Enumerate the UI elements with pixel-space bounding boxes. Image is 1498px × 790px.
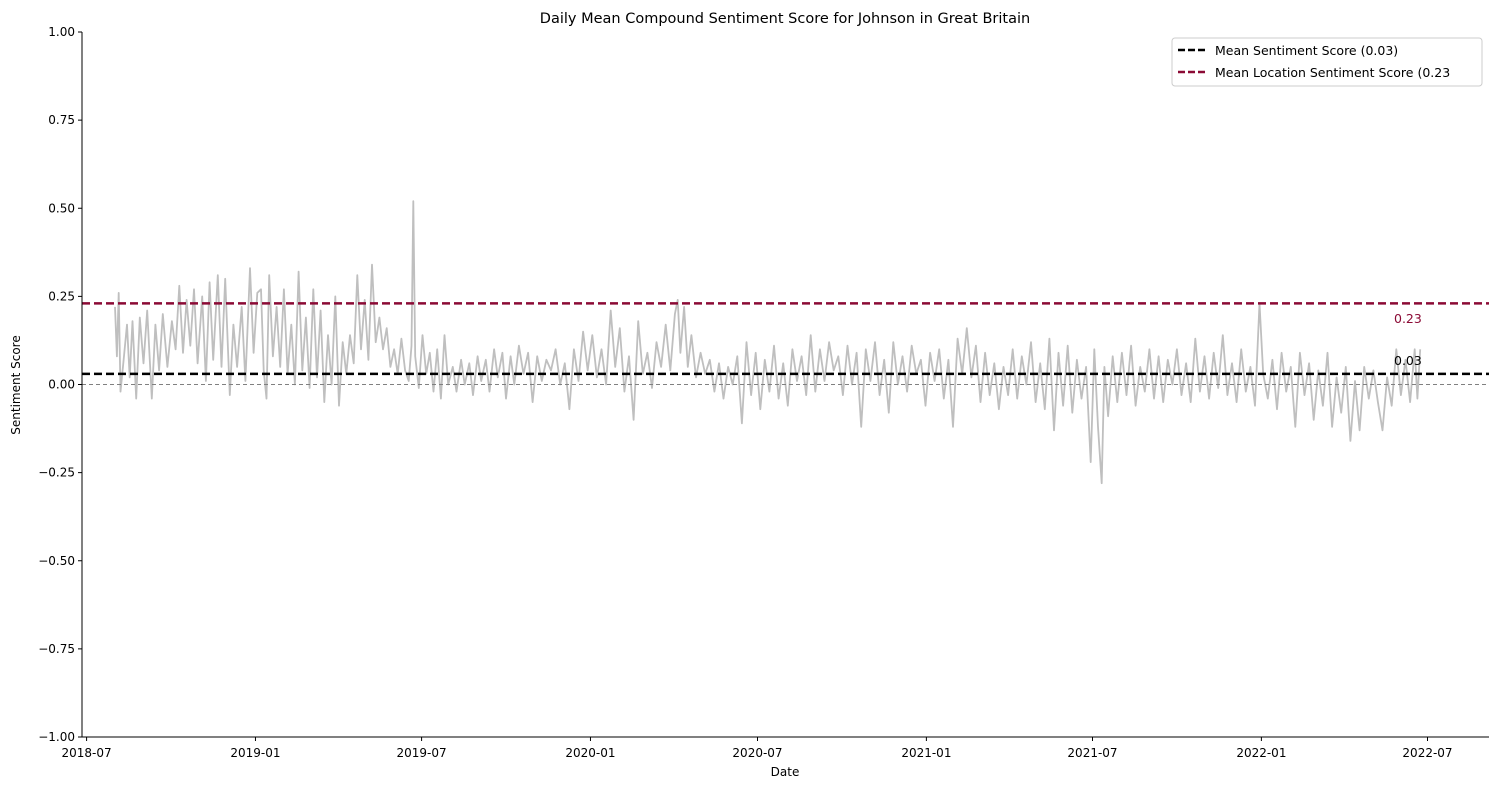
x-tick-label: 2019-07 (397, 746, 447, 760)
y-tick-label: 1.00 (48, 25, 75, 39)
legend-box (1171, 37, 1483, 87)
y-tick-label: −0.50 (38, 554, 75, 568)
x-tick-label: 2022-01 (1236, 746, 1286, 760)
y-tick-label: −0.75 (38, 642, 75, 656)
y-tick-label: 0.00 (48, 378, 75, 392)
y-axis-ticks: 1.00 0.75 0.50 0.25 0.00 −0.25 −0.50 −0.75 −1.00 (38, 25, 82, 744)
legend: Mean Sentiment Score (0.03) Mean Locatio… (1171, 37, 1483, 87)
x-tick-label: 2021-07 (1067, 746, 1117, 760)
x-tick-label: 2020-07 (732, 746, 782, 760)
x-tick-label: 2019-01 (230, 746, 280, 760)
y-tick-label: 0.50 (48, 201, 75, 215)
y-axis-label: Sentiment Score (9, 335, 23, 434)
legend-label-location-mean: Mean Location Sentiment Score (0.23 (1215, 65, 1450, 80)
y-tick-label: −0.25 (38, 466, 75, 480)
legend-label-mean: Mean Sentiment Score (0.03) (1215, 43, 1398, 58)
x-tick-label: 2021-01 (901, 746, 951, 760)
chart-title: Daily Mean Compound Sentiment Score for … (540, 11, 1030, 27)
y-tick-label: 0.25 (48, 289, 75, 303)
x-tick-label: 2020-01 (565, 746, 615, 760)
annotation-location-mean: 0.23 (1394, 311, 1422, 326)
y-tick-label: 0.75 (48, 113, 75, 127)
plot-area (82, 200, 1489, 485)
x-axis-ticks: 2018-07 2019-01 2019-07 2020-01 2020-07 2021-… (62, 737, 1453, 760)
annotation-mean: 0.03 (1394, 353, 1422, 368)
x-tick-label: 2022-07 (1402, 746, 1452, 760)
x-axis-label: Date (771, 765, 800, 779)
y-tick-label: −1.00 (38, 730, 75, 744)
series-line-daily-sentiment (114, 200, 1422, 485)
x-tick-label: 2018-07 (62, 746, 112, 760)
